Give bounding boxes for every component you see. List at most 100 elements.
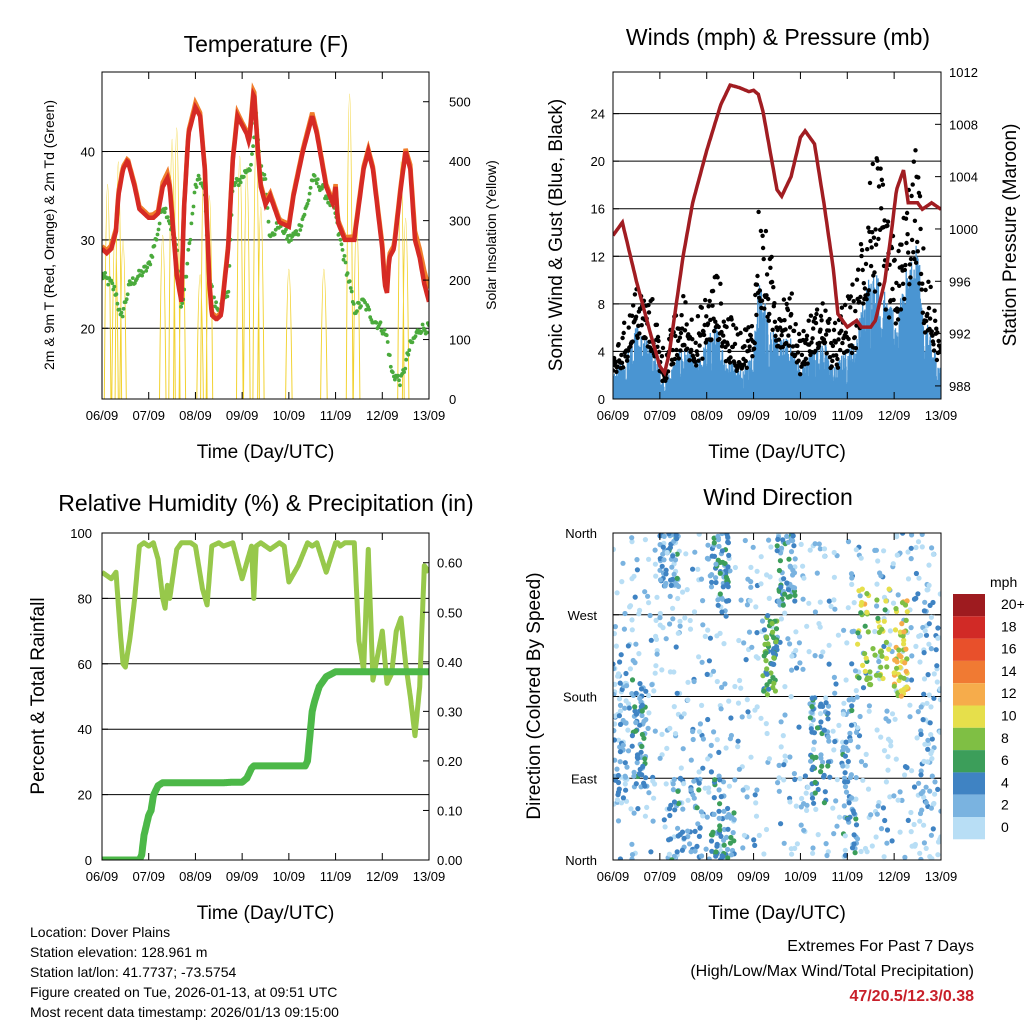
direction-point [745,709,751,715]
direction-point [695,566,701,572]
direction-point [639,708,645,714]
direction-point [878,573,884,579]
gust-point [798,372,803,377]
humidity-line [102,540,429,739]
gust-point [860,267,865,273]
direction-point [631,573,637,579]
gust-point [824,351,829,356]
dewpoint-point [150,255,155,259]
dewpoint-point [364,307,368,312]
direction-point [726,698,732,704]
gust-point [926,305,932,311]
gust-point [808,313,814,318]
direction-point [793,629,799,635]
direction-point [761,851,767,857]
gust-point [664,376,669,381]
gust-point [742,344,747,349]
gust-point [885,219,891,224]
direction-point [793,803,799,809]
direction-point [884,708,890,714]
gust-point [799,352,805,358]
direction-point [923,632,930,638]
dewpoint-point [163,206,168,211]
direction-point [667,725,673,732]
direction-point [904,684,910,690]
direction-point [863,751,869,758]
direction-point [889,838,895,844]
direction-point [932,791,938,797]
dewpoint-point [393,377,397,382]
gust-point [869,245,874,250]
direction-point [667,812,673,819]
gust-point [682,328,688,333]
direction-point [791,543,797,549]
direction-point [771,655,777,661]
direction-point [720,854,726,860]
direction-point [700,598,706,604]
direction-point [909,533,915,538]
gust-point [809,340,814,345]
x-tick-label: 13/09 [925,408,958,423]
gust-point [897,283,902,288]
y2-tick-label: 0.40 [437,655,462,670]
direction-point [883,655,890,662]
direction-point [901,641,907,647]
direction-point [622,705,628,711]
direction-point [918,731,924,738]
direction-point [691,778,697,784]
direction-point [891,683,897,689]
x-tick-label: 10/09 [273,869,306,884]
dewpoint-point [190,211,195,216]
direction-point [778,821,784,827]
gust-point [865,292,870,297]
x-tick-label: 07/09 [644,869,677,884]
direction-point [699,702,705,709]
direction-point [642,589,648,595]
direction-point [754,568,760,574]
direction-point [874,603,880,609]
direction-point [928,646,934,652]
direction-point [826,598,832,604]
direction-point [613,681,618,687]
direction-point [818,719,824,725]
gust-point [926,279,931,284]
gust-point [850,282,855,287]
gust-point [699,305,704,310]
gust-point [812,315,818,321]
direction-point [716,543,722,550]
direction-point [815,786,821,793]
direction-point [670,781,676,787]
gust-point [820,301,825,306]
dewpoint-point [343,260,348,265]
direction-point [613,661,616,667]
direction-point [722,681,728,687]
gust-point [870,230,875,235]
direction-point [675,630,681,636]
gust-point [769,254,774,260]
gust-point [917,194,923,199]
gust-point [843,302,848,308]
direction-point [932,779,938,785]
direction-point [708,742,714,749]
direction-point [773,626,780,632]
direction-point [921,676,928,682]
direction-point [622,610,628,617]
gust-point [622,320,627,325]
gust-point [709,337,714,342]
gust-point [710,303,715,308]
direction-point [807,547,813,553]
plot-border [101,71,430,400]
direction-point [741,640,747,646]
direction-point [892,716,898,722]
direction-point [794,841,801,847]
direction-point [865,629,871,635]
direction-point [928,732,934,738]
direction-point [784,533,790,540]
direction-point [704,671,710,678]
direction-point [778,719,784,725]
gust-point [793,322,798,327]
direction-point [753,654,759,660]
y-tick-label: North [565,853,597,868]
dewpoint-point [382,327,387,332]
direction-point [709,848,715,854]
